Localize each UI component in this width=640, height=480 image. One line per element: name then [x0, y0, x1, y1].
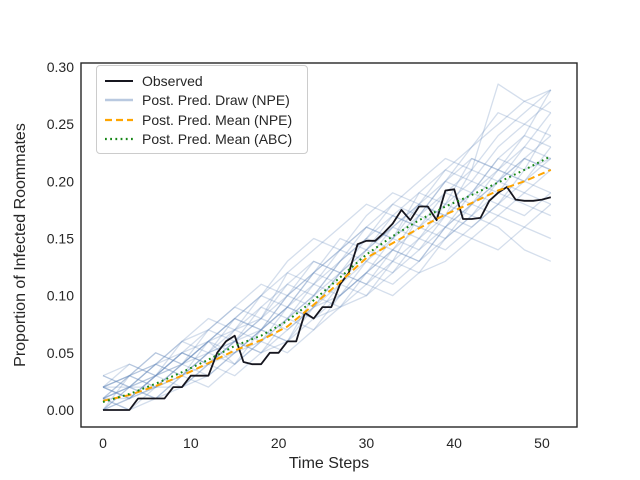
- legend-label-observed: Observed: [142, 72, 203, 89]
- posterior-draw-line: [102, 146, 552, 388]
- posterior-draw-line: [102, 226, 552, 411]
- x-axis-label: Time Steps: [289, 455, 369, 472]
- y-tick-label: 0.05: [47, 345, 74, 361]
- legend-item-draw-npe: Post. Pred. Draw (NPE): [104, 91, 299, 111]
- abc-mean-dotted-sample-icon: [105, 138, 133, 141]
- x-tick-label: 40: [446, 435, 462, 451]
- x-tick-label: 50: [534, 435, 550, 451]
- npe-mean-line: [102, 168, 552, 402]
- legend-label-mean-npe: Post. Pred. Mean (NPE): [142, 111, 293, 128]
- posterior-draw-line: [102, 134, 552, 411]
- axes-spines: [80, 62, 578, 428]
- posterior-draw-line: [102, 157, 552, 400]
- legend-label-draw-npe: Post. Pred. Draw (NPE): [142, 92, 290, 109]
- posterior-draw-line: [102, 89, 552, 388]
- posterior-draw-line: [102, 100, 552, 388]
- legend: Observed Post. Pred. Draw (NPE) Post. Pr…: [96, 65, 308, 154]
- legend-item-mean-abc: Post. Pred. Mean (ABC): [104, 130, 299, 150]
- abc-mean-line: [102, 155, 552, 403]
- posterior-draw-line: [102, 100, 552, 411]
- posterior-draw-line: [102, 169, 552, 388]
- y-tick-label: 0.30: [47, 59, 74, 75]
- legend-item-observed: Observed: [104, 71, 299, 91]
- posterior-draw-line: [102, 192, 552, 411]
- posterior-draw-line: [102, 192, 552, 400]
- posterior-draw-line: [102, 112, 552, 388]
- series-layer: [102, 83, 552, 411]
- x-tick-label: 30: [359, 435, 375, 451]
- posterior-draw-line: [103, 89, 552, 400]
- observed-line-sample-icon: [105, 79, 133, 82]
- y-axis-label: Proportion of Infected Roommates: [12, 123, 29, 367]
- observed-line: [103, 186, 552, 411]
- posterior-draw-line: [102, 180, 552, 399]
- legend-label-mean-abc: Post. Pred. Mean (ABC): [142, 131, 293, 148]
- posterior-draw-line: [102, 123, 552, 411]
- y-tick-label: 0.00: [47, 402, 74, 418]
- posterior-draw-line: [102, 135, 552, 377]
- posterior-draw-line: [103, 123, 552, 388]
- x-tick-label: 0: [99, 435, 107, 451]
- posterior-draw-line: [102, 146, 552, 399]
- x-axis-ticks: 0 10 20 30 40 50: [99, 435, 550, 451]
- draw-line-sample-icon: [105, 99, 133, 102]
- posterior-draw-line: [102, 214, 552, 411]
- x-tick-label: 20: [271, 435, 287, 451]
- legend-item-mean-npe: Post. Pred. Mean (NPE): [104, 110, 299, 130]
- posterior-draw-line: [102, 157, 552, 400]
- y-tick-label: 0.15: [47, 230, 74, 246]
- y-tick-label: 0.20: [47, 173, 74, 189]
- posterior-draw-line: [102, 157, 552, 388]
- y-axis-ticks: 0.00 0.05 0.10 0.15 0.20 0.25 0.30: [47, 59, 74, 418]
- y-tick-label: 0.10: [47, 288, 74, 304]
- x-tick-label: 10: [183, 435, 199, 451]
- npe-mean-dashed-sample-icon: [105, 118, 133, 121]
- y-tick-label: 0.25: [47, 116, 74, 132]
